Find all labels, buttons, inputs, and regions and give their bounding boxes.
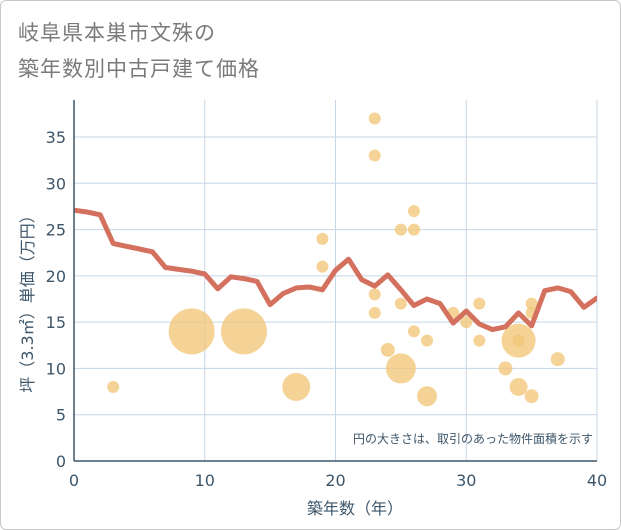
chart-title-line2: 築年数別中古戸建て価格 [18,57,260,81]
bubble-point [417,386,438,407]
y-axis-label: 坪（3.3㎡）単価（万円） [18,207,37,392]
average-line-series [74,207,597,333]
bubble-point [368,288,381,301]
y-tick-label: 0 [56,452,66,471]
x-tick-label: 0 [69,471,79,490]
x-tick-label: 20 [325,471,345,490]
bubble-point [380,342,395,357]
average-price-line [74,207,597,333]
x-tick-label: 30 [456,471,476,490]
bubble-point [407,325,420,338]
y-tick-label: 20 [46,267,66,286]
bubble-point [525,297,538,310]
bubble-point [394,297,407,310]
chart-title-line1: 岐阜県本巣市文殊の [18,21,216,45]
y-tick-label: 10 [46,359,66,378]
y-tick-label: 15 [46,313,66,332]
bubble-point [509,377,528,396]
bubble-point [394,223,407,236]
bubble-point [512,334,525,347]
bubble-point [316,260,329,273]
y-tick-label: 5 [56,406,66,425]
axes: 0 10 20 30 40 0 5 10 15 20 25 30 35 [46,100,607,490]
bubble-point [282,372,311,401]
bubble-point [220,308,267,355]
bubble-point [498,361,513,376]
labels: 築年数（年） 坪（3.3㎡）単価（万円） 円の大きさは、取引のあった物件面積を示… [18,207,593,518]
bubble-point [550,352,565,367]
grid [74,100,598,461]
bubble-point [460,316,473,329]
chart-title: 岐阜県本巣市文殊の 築年数別中古戸建て価格 [18,15,260,87]
bubble-size-note: 円の大きさは、取引のあった物件面積を示す [353,431,593,446]
y-tick-label: 30 [46,174,66,193]
bubble-point [524,389,539,404]
y-tick-label: 35 [46,128,66,147]
bubble-point [368,149,381,162]
x-axis-label: 築年数（年） [307,499,403,518]
bubble-point [385,353,416,384]
bubble-point [407,223,420,236]
x-tick-label: 10 [195,471,215,490]
bubble-point [421,334,434,347]
bubble-series [107,112,565,407]
bubble-point [368,112,381,125]
y-tick-label: 25 [46,221,66,240]
bubble-point [473,297,486,310]
bubble-point [168,308,215,355]
bubble-point [368,306,381,319]
bubble-point [407,205,420,218]
bubble-point [107,380,120,393]
bubble-point [473,334,486,347]
x-tick-label: 40 [587,471,607,490]
bubble-point [316,232,329,245]
